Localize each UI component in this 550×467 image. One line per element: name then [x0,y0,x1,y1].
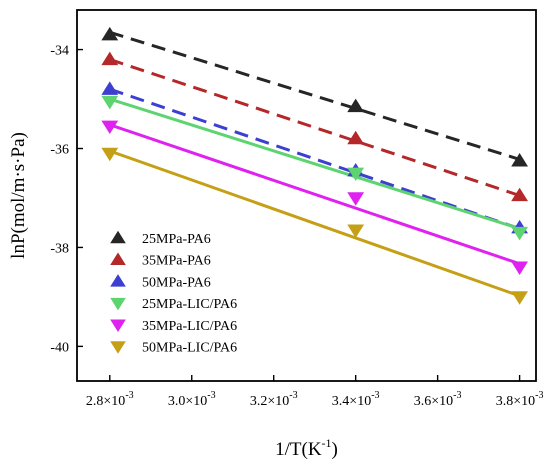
y-tick-label: -40 [50,340,69,355]
data-point [511,291,529,305]
legend-marker [110,230,126,244]
plot-frame [76,9,537,382]
legend-label: 50MPa-LIC/PA6 [142,341,237,356]
series-line-3 [109,97,521,231]
data-point [101,81,119,95]
data-point [347,98,365,113]
axes: 2.8×10-3 3.0×10-3 3.2×10-3 3.4×10-3 3.6×10-3… [50,9,544,409]
data-point [101,120,119,135]
legend-marker [110,319,126,333]
data-point [511,261,529,276]
legend-label: 50MPa-PA6 [142,275,211,290]
y-tick-label: -38 [50,241,69,256]
y-tick-label: -36 [50,143,69,158]
x-tick-label: 3.2×10-3 [250,390,298,409]
legend-marker [110,297,126,311]
x-tick-label: 2.8×10-3 [86,390,134,409]
axis-titles: 1/T(K-1) lnP(mol/m·s·Pa) [8,132,338,460]
legend-label: 35MPa-PA6 [142,254,211,269]
legend: 25MPa-PA6 35MPa-PA6 50MPa-PA6 25MPa-LIC/PA6… [110,230,237,356]
legend-marker [110,274,126,287]
series-line-4 [109,123,521,266]
series-line-2 [109,87,521,231]
data-point [101,51,119,66]
data-point [347,167,365,182]
legend-label: 25MPa-LIC/PA6 [142,297,237,312]
data-points [101,26,529,305]
series-line-0 [109,30,521,161]
series-line-1 [109,58,521,197]
data-point [347,130,365,145]
data-point [101,26,119,41]
x-axis-title: 1/T(K-1) [275,436,338,460]
x-tick-label: 3.8×10-3 [496,390,544,409]
data-point [101,147,119,162]
series-lines [109,30,521,298]
data-point [347,224,365,238]
data-point [511,153,529,167]
legend-marker [110,252,126,265]
y-tick-label: -34 [50,44,69,59]
data-point [101,95,119,110]
data-point [511,187,529,202]
x-tick-label: 3.4×10-3 [332,390,380,409]
y-axis-title: lnP(mol/m·s·Pa) [8,132,29,259]
series-line-5 [109,149,521,298]
legend-label: 25MPa-PA6 [142,232,211,247]
data-point [511,226,529,241]
legend-marker [110,341,126,354]
x-tick-label: 3.6×10-3 [414,390,462,409]
x-tick-label: 3.0×10-3 [168,390,216,409]
data-point [347,192,365,206]
legend-label: 35MPa-LIC/PA6 [142,319,237,334]
